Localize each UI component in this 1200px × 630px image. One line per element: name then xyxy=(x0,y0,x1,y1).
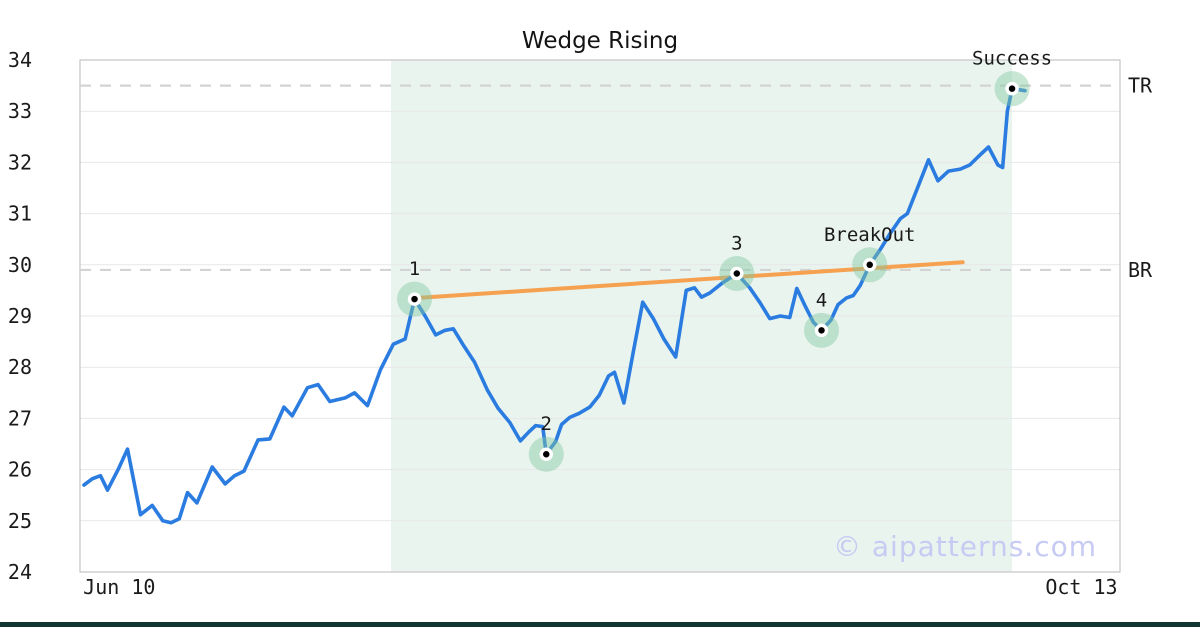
y-tick-label-29: 29 xyxy=(8,304,32,328)
y-tick-label-24: 24 xyxy=(8,560,32,584)
marker-dot-2 xyxy=(539,447,554,461)
bottom-accent-bar xyxy=(0,622,1200,627)
x-tick-label-Oct-13: Oct 13 xyxy=(1045,575,1117,599)
level-label-BR: BR xyxy=(1128,258,1153,282)
y-tick-label-33: 33 xyxy=(8,99,32,123)
y-tick-label-32: 32 xyxy=(8,150,32,174)
annotation-1: 1 xyxy=(409,258,420,280)
y-tick-label-28: 28 xyxy=(8,355,32,379)
y-tick-label-31: 31 xyxy=(8,202,32,226)
watermark: © aipatterns.com xyxy=(832,530,1097,563)
marker-dot-3 xyxy=(730,266,744,281)
x-tick-label-Jun-10: Jun 10 xyxy=(83,575,155,599)
marker-dot-1 xyxy=(407,292,422,306)
annotation-3: 3 xyxy=(731,233,742,255)
y-tick-label-27: 27 xyxy=(8,406,32,430)
annotation-Success: Success xyxy=(972,48,1052,70)
y-tick-label-25: 25 xyxy=(8,509,32,533)
level-label-TR: TR xyxy=(1128,74,1153,98)
y-tick-label-30: 30 xyxy=(8,253,32,277)
annotation-2: 2 xyxy=(541,413,552,435)
price-line-price xyxy=(82,86,1027,525)
annotation-BreakOut: BreakOut xyxy=(824,224,916,246)
plot-border xyxy=(79,59,1121,573)
chart-title: Wedge Rising xyxy=(521,28,679,54)
marker-dot-4 xyxy=(814,323,829,338)
y-tick-label-34: 34 xyxy=(8,48,32,72)
y-tick-label-26: 26 xyxy=(8,458,32,482)
annotation-4: 4 xyxy=(816,289,827,311)
marker-dot-Success xyxy=(1005,81,1019,96)
marker-dot-BreakOut xyxy=(862,258,877,272)
